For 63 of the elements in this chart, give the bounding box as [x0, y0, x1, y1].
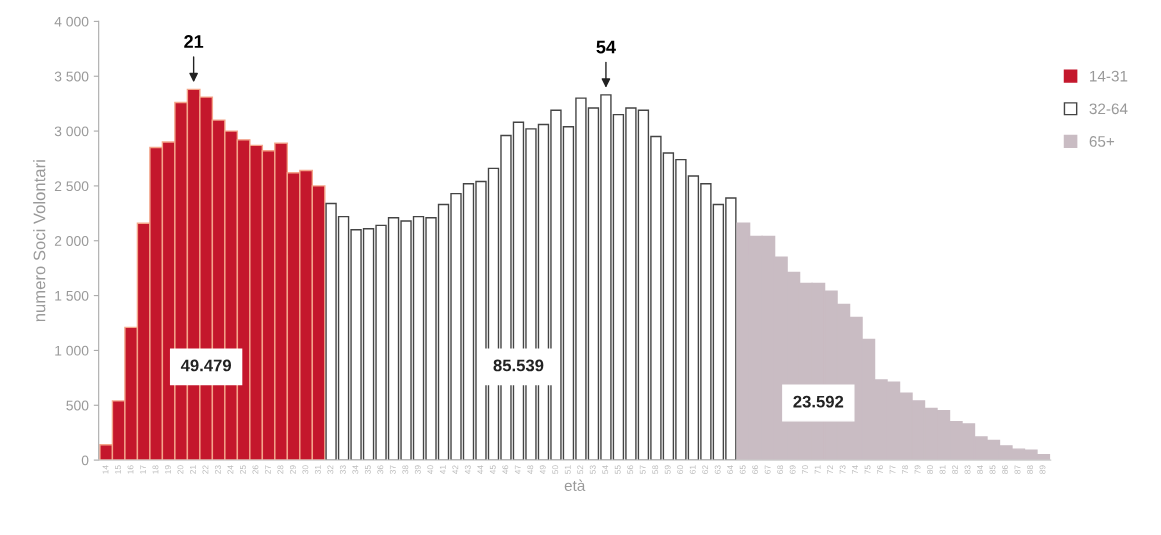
annotation: 23.592 [793, 395, 844, 408]
y-tick-label: 3 000 [54, 126, 89, 137]
x-tick-label: 22 [202, 465, 209, 474]
x-tick-label: 62 [702, 465, 709, 474]
x-tick-label: 15 [115, 465, 121, 474]
x-tick-label: 63 [714, 465, 721, 474]
x-tick-label: 56 [627, 465, 634, 474]
y-tick-label: 3 500 [54, 71, 89, 82]
y-tick-label: 500 [66, 400, 89, 411]
x-tick-label: 24 [227, 465, 234, 474]
x-tick-label: 16 [127, 465, 134, 474]
y-tick-label: 1 500 [55, 290, 89, 301]
x-tick-label: 35 [364, 465, 371, 474]
x-tick-label: 64 [727, 465, 734, 474]
x-tick-label: 72 [827, 465, 833, 474]
annotation: 49.479 [180, 359, 231, 372]
x-tick-label: 34 [352, 465, 359, 474]
x-tick-label: 14 [102, 465, 109, 474]
x-tick-label: 32 [327, 465, 334, 474]
x-tick-label: 61 [689, 465, 696, 474]
x-tick-label: 86 [1002, 465, 1008, 474]
legend-label: 65+ [1089, 136, 1115, 147]
x-tick-label: 42 [452, 465, 459, 475]
x-tick-label: 55 [614, 465, 621, 474]
x-tick-label: 73 [839, 465, 846, 474]
x-tick-label: 52 [577, 465, 584, 474]
x-tick-label: 85 [989, 465, 996, 474]
legend-label: 32-64 [1089, 103, 1128, 115]
x-tick-label: 44 [477, 465, 484, 475]
x-axis-title: età [564, 479, 586, 492]
y-tick-label: 2 500 [54, 181, 89, 192]
x-tick-label: 36 [377, 465, 384, 474]
x-tick-label: 31 [314, 465, 321, 474]
y-tick-label: 4 000 [54, 16, 89, 27]
x-tick-label: 21 [189, 465, 196, 474]
x-tick-label: 46 [502, 465, 509, 475]
x-tick-label: 54 [602, 465, 609, 474]
x-tick-label: 51 [564, 465, 571, 474]
annotation: 85.539 [493, 359, 544, 372]
annotation: 54 [596, 40, 616, 54]
x-tick-label: 75 [864, 465, 871, 474]
y-axis-title: numero Soci Volontari [33, 160, 46, 322]
x-tick-label: 76 [877, 465, 884, 474]
x-tick-label: 25 [239, 465, 246, 474]
x-tick-label: 49 [539, 465, 546, 475]
x-tick-label: 71 [814, 465, 821, 474]
y-tick-label: 0 [81, 455, 89, 466]
legend-label: 14-31 [1090, 70, 1128, 82]
y-tick-label: 2 000 [54, 236, 89, 246]
x-tick-label: 45 [489, 465, 496, 475]
x-tick-label: 66 [752, 465, 759, 474]
x-tick-label: 84 [977, 465, 983, 474]
annotation: 21 [184, 35, 204, 48]
x-tick-label: 40 [427, 465, 434, 475]
x-tick-label: 26 [252, 465, 259, 474]
x-tick-label: 82 [952, 465, 958, 474]
y-tick-label: 1 000 [55, 345, 89, 356]
x-tick-label: 41 [439, 465, 446, 475]
x-tick-label: 65 [739, 465, 746, 474]
x-tick-label: 74 [852, 465, 858, 474]
x-tick-label: 83 [964, 465, 971, 474]
x-tick-label: 47 [514, 465, 521, 475]
x-tick-label: 43 [464, 465, 471, 475]
